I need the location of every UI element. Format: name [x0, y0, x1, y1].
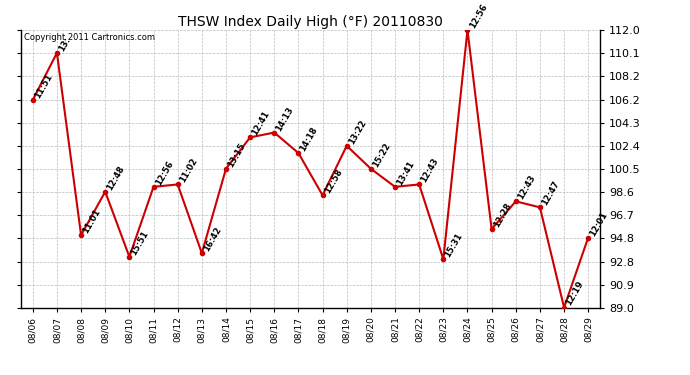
Text: 12:58: 12:58	[322, 168, 344, 195]
Text: 12:28: 12:28	[491, 201, 513, 229]
Text: 13:41: 13:41	[395, 159, 416, 187]
Text: 12:47: 12:47	[540, 180, 561, 207]
Text: 11:02: 11:02	[177, 157, 199, 184]
Text: 14:18: 14:18	[298, 125, 319, 153]
Title: THSW Index Daily High (°F) 20110830: THSW Index Daily High (°F) 20110830	[178, 15, 443, 29]
Text: 15:31: 15:31	[443, 232, 464, 259]
Text: 12:01: 12:01	[588, 210, 609, 237]
Text: 12:56: 12:56	[153, 159, 175, 187]
Text: 14:13: 14:13	[274, 105, 295, 132]
Text: 12:41: 12:41	[250, 110, 271, 137]
Text: 12:19: 12:19	[564, 280, 585, 308]
Text: 15:51: 15:51	[129, 229, 150, 257]
Text: 11:51: 11:51	[33, 72, 54, 100]
Text: Copyright 2011 Cartronics.com: Copyright 2011 Cartronics.com	[23, 33, 155, 42]
Text: 12:48: 12:48	[105, 164, 126, 192]
Text: 15:22: 15:22	[371, 141, 392, 169]
Text: 12:43: 12:43	[515, 174, 537, 201]
Text: 12:56: 12:56	[467, 2, 489, 30]
Text: 16:42: 16:42	[201, 225, 223, 253]
Text: 13:22: 13:22	[346, 118, 368, 146]
Text: 13:15: 13:15	[226, 141, 247, 169]
Text: 13:: 13:	[57, 35, 72, 53]
Text: 11:01: 11:01	[81, 207, 102, 235]
Text: 12:43: 12:43	[419, 157, 440, 184]
